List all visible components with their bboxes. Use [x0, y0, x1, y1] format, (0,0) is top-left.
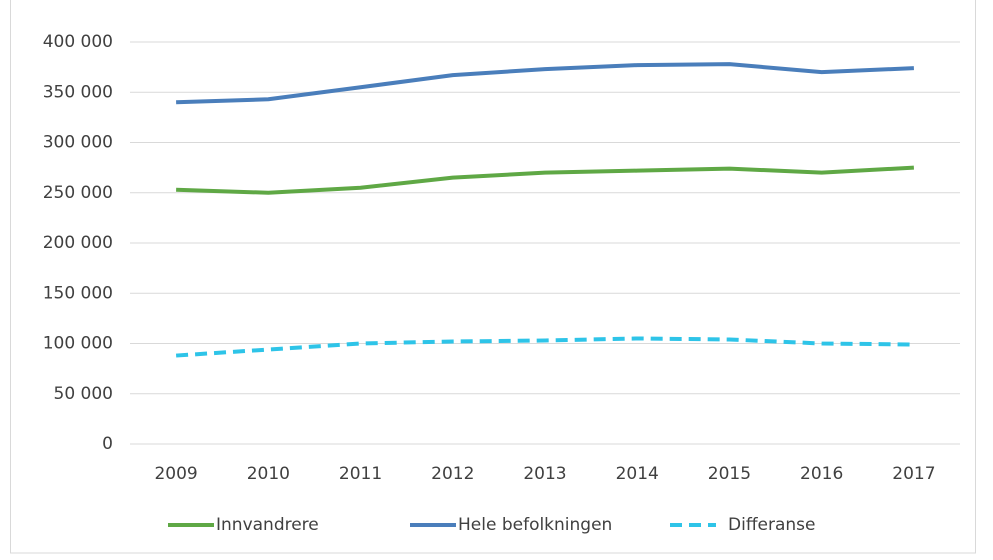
line-series [176, 165, 914, 195]
y-tick-label: 300 000 [43, 133, 113, 153]
line-series [176, 62, 914, 105]
x-tick-label: 2017 [892, 464, 935, 484]
x-tick-label: 2016 [800, 464, 843, 484]
y-tick-label: 0 [102, 434, 113, 454]
y-tick-label: 150 000 [43, 283, 113, 303]
x-tick-label: 2009 [154, 464, 197, 484]
y-tick-label: 400 000 [43, 32, 113, 52]
y-tick-label: 100 000 [43, 334, 113, 354]
y-tick-label: 200 000 [43, 233, 113, 253]
legend-label: Hele befolkningen [458, 515, 612, 535]
x-tick-label: 2012 [431, 464, 474, 484]
y-tick-label: 50 000 [54, 384, 113, 404]
x-tick-label: 2013 [523, 464, 566, 484]
x-tick-label: 2010 [247, 464, 290, 484]
y-tick-label: 350 000 [43, 82, 113, 102]
x-tick-label: 2011 [339, 464, 382, 484]
x-tick-label: 2015 [708, 464, 751, 484]
chart-frame [10, 0, 976, 554]
y-tick-label: 250 000 [43, 183, 113, 203]
line-series [175, 336, 914, 358]
legend-label: Differanse [728, 515, 815, 535]
x-tick-label: 2014 [616, 464, 659, 484]
legend-label: Innvandrere [216, 515, 319, 535]
